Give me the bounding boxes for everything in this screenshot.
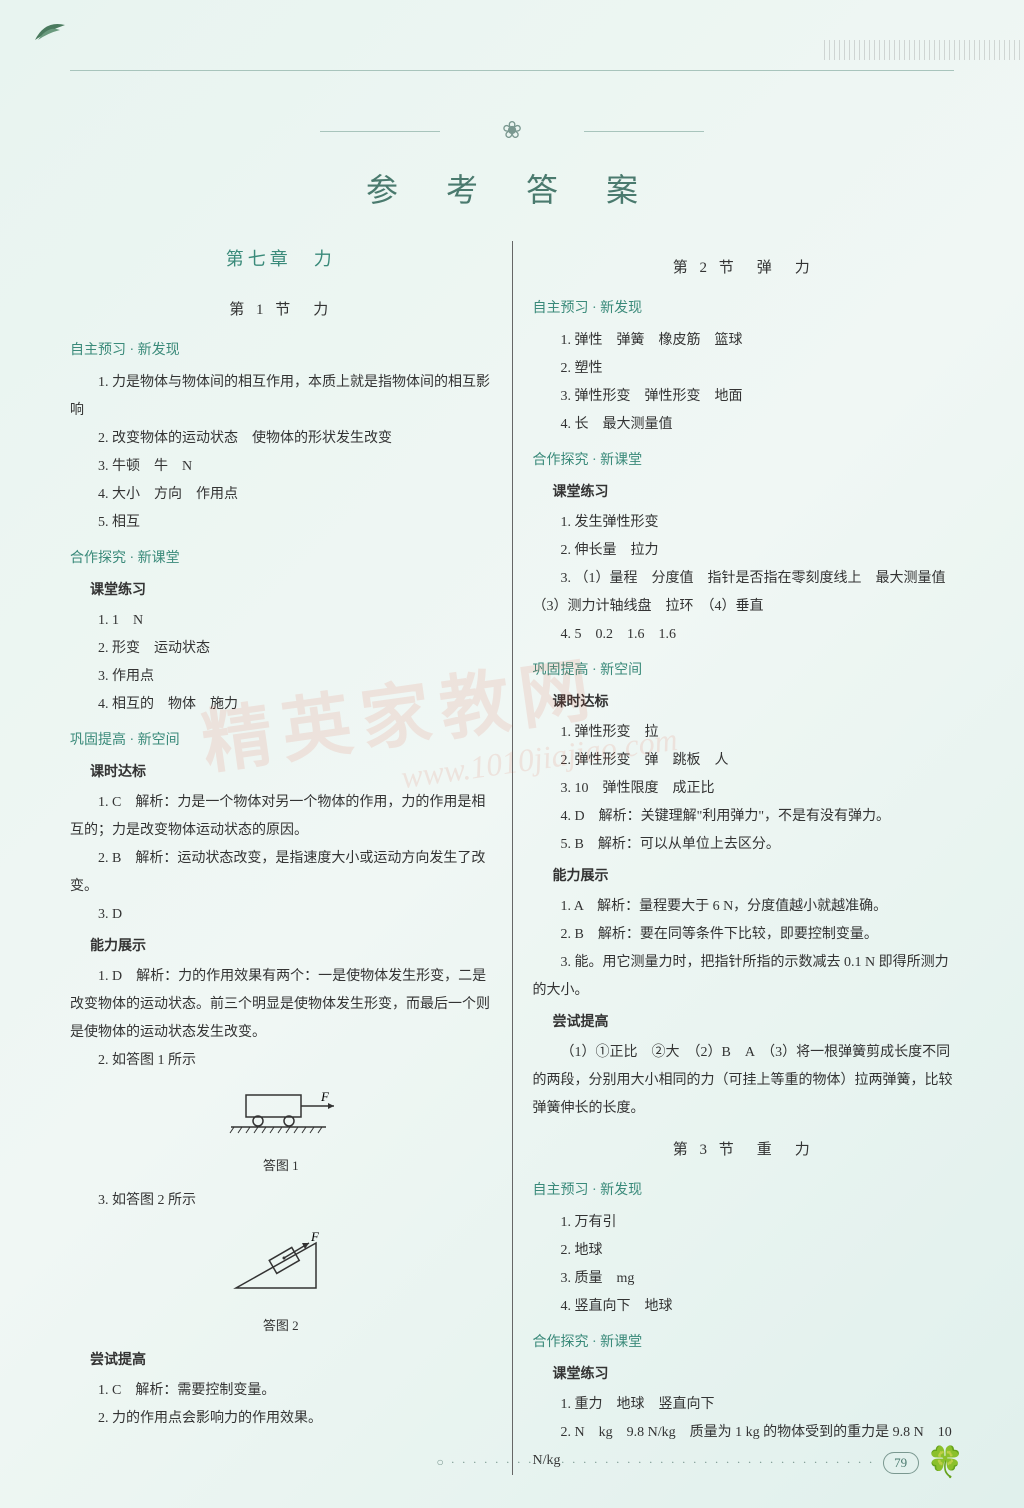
subsection-heading: 巩固提高 · 新空间 — [533, 657, 955, 685]
sub-heading: 课堂练习 — [553, 479, 955, 507]
content-area: 第七章 力 第 1 节 力 自主预习 · 新发现 1. 力是物体与物体间的相互作… — [70, 241, 954, 1475]
answer-line: 2. 地球 — [533, 1237, 955, 1265]
flower-icon: ❀ — [502, 116, 522, 145]
section-3-title: 第 3 节 重 力 — [533, 1135, 955, 1165]
subsection-heading: 巩固提高 · 新空间 — [70, 727, 492, 755]
footer-leaf-icon: 🍀 — [927, 1445, 964, 1480]
section-1-title: 第 1 节 力 — [70, 295, 492, 325]
answer-line: 3. （1）量程 分度值 指针是否指在零刻度线上 最大测量值 （3）测力计轴线盘… — [533, 565, 955, 621]
sub-heading: 尝试提高 — [90, 1347, 492, 1375]
page-number: 79 — [883, 1452, 919, 1474]
subsection-heading: 合作探究 · 新课堂 — [70, 545, 492, 573]
answer-line: 3. 质量 mg — [533, 1265, 955, 1293]
subsection-heading: 自主预习 · 新发现 — [533, 295, 955, 323]
answer-line: 4. 5 0.2 1.6 1.6 — [533, 621, 955, 649]
flower-divider: ❀ — [70, 116, 954, 145]
answer-line: 3. 如答图 2 所示 — [70, 1187, 492, 1215]
chapter-title: 第七章 力 — [70, 241, 492, 277]
answer-line: 3. 弹性形变 弹性形变 地面 — [533, 383, 955, 411]
right-column: 第 2 节 弹 力 自主预习 · 新发现 1. 弹性 弹簧 橡皮筋 篮球 2. … — [512, 241, 955, 1475]
answer-line: 5. B 解析：可以从单位上去区分。 — [533, 831, 955, 859]
answer-line: 1. D 解析：力的作用效果有两个：一是使物体发生形变，二是改变物体的运动状态。… — [70, 963, 492, 1047]
subsection-heading: 自主预习 · 新发现 — [533, 1177, 955, 1205]
answer-line: 1. A 解析：量程要大于 6 N，分度值越小就越准确。 — [533, 893, 955, 921]
answer-line: 1. 发生弹性形变 — [533, 509, 955, 537]
answer-line: 4. D 解析：关键理解"利用弹力"，不是有没有弹力。 — [533, 803, 955, 831]
answer-line: 1. 弹性形变 拉 — [533, 719, 955, 747]
answer-line: 1. 重力 地球 竖直向下 — [533, 1391, 955, 1419]
answer-line: 3. D — [70, 901, 492, 929]
answer-line: 3. 能。用它测量力时，把指针所指的示数减去 0.1 N 即得所测力的大小。 — [533, 949, 955, 1005]
answer-line: 1. 万有引 — [533, 1209, 955, 1237]
answer-line: （1）①正比 ②大 （2）B A （3）将一根弹簧剪成长度不同的两段，分别用大小… — [533, 1039, 955, 1123]
answer-line: 1. C 解析：力是一个物体对另一个物体的作用，力的作用是相互的；力是改变物体运… — [70, 789, 492, 845]
answer-line: 2. 伸长量 拉力 — [533, 537, 955, 565]
answer-line: 2. 弹性形变 弹 跳板 人 — [533, 747, 955, 775]
answer-line: 1. C 解析：需要控制变量。 — [70, 1377, 492, 1405]
figure-2-caption: 答图 2 — [70, 1313, 492, 1339]
page-container: ❀ 参 考 答 案 第七章 力 第 1 节 力 自主预习 · 新发现 1. 力是… — [0, 0, 1024, 1505]
answer-line: 1. 力是物体与物体间的相互作用，本质上就是指物体间的相互影响 — [70, 369, 492, 425]
section-2-title: 第 2 节 弹 力 — [533, 253, 955, 283]
corner-leaf-icon — [30, 15, 70, 45]
ruler-decoration — [824, 40, 1024, 60]
answer-line: 4. 相互的 物体 施力 — [70, 691, 492, 719]
answer-line: 5. 相互 — [70, 509, 492, 537]
footer-dots: ○ · · · · · · · · · · · · · · · · · · · … — [437, 1455, 875, 1470]
answer-line: 4. 大小 方向 作用点 — [70, 481, 492, 509]
answer-line: 3. 作用点 — [70, 663, 492, 691]
sub-heading: 课堂练习 — [90, 577, 492, 605]
answer-line: 4. 竖直向下 地球 — [533, 1293, 955, 1321]
figure-1: F 答图 1 — [70, 1083, 492, 1179]
sub-heading: 课堂练习 — [553, 1361, 955, 1389]
svg-text:F: F — [310, 1229, 320, 1244]
sub-heading: 能力展示 — [90, 933, 492, 961]
figure-1-caption: 答图 1 — [70, 1153, 492, 1179]
sub-heading: 课时达标 — [90, 759, 492, 787]
subsection-heading: 合作探究 · 新课堂 — [533, 1329, 955, 1357]
sub-heading: 尝试提高 — [553, 1009, 955, 1037]
sub-heading: 课时达标 — [553, 689, 955, 717]
answer-line: 2. 形变 运动状态 — [70, 635, 492, 663]
answer-line: 1. 弹性 弹簧 橡皮筋 篮球 — [533, 327, 955, 355]
answer-line: 2. 改变物体的运动状态 使物体的形状发生改变 — [70, 425, 492, 453]
figure-2: F 答图 2 — [70, 1223, 492, 1339]
answer-line: 3. 牛顿 牛 N — [70, 453, 492, 481]
subsection-heading: 合作探究 · 新课堂 — [533, 447, 955, 475]
answer-line: 2. B 解析：运动状态改变，是指速度大小或运动方向发生了改变。 — [70, 845, 492, 901]
answer-line: 2. B 解析：要在同等条件下比较，即要控制变量。 — [533, 921, 955, 949]
main-title: 参 考 答 案 — [70, 165, 954, 211]
top-border-line — [70, 70, 954, 71]
svg-text:F: F — [320, 1089, 330, 1104]
left-column: 第七章 力 第 1 节 力 自主预习 · 新发现 1. 力是物体与物体间的相互作… — [70, 241, 512, 1475]
page-footer: ○ · · · · · · · · · · · · · · · · · · · … — [437, 1445, 964, 1480]
answer-line: 2. 力的作用点会影响力的作用效果。 — [70, 1405, 492, 1433]
answer-line: 2. 如答图 1 所示 — [70, 1047, 492, 1075]
answer-line: 3. 10 弹性限度 成正比 — [533, 775, 955, 803]
answer-line: 1. 1 N — [70, 607, 492, 635]
answer-line: 4. 长 最大测量值 — [533, 411, 955, 439]
sub-heading: 能力展示 — [553, 863, 955, 891]
answer-line: 2. 塑性 — [533, 355, 955, 383]
subsection-heading: 自主预习 · 新发现 — [70, 337, 492, 365]
